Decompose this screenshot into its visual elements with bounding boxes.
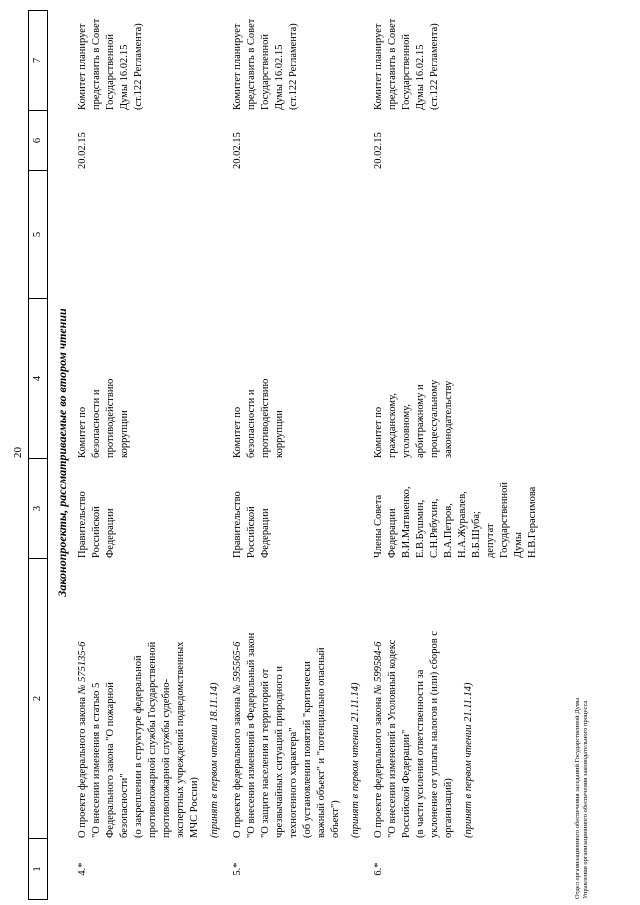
bill-title: "О внесении изменения в статью 5 Федерал… [91, 641, 200, 838]
bill-first-line: О проекте федерального закона № 599584-6 [372, 572, 386, 838]
bill-adopted-note: (принят в первом чтении 21.11.14) [463, 682, 474, 838]
row-number: 5.* [232, 862, 243, 876]
plan-cell: Комитет планирует представить в Совет Го… [77, 18, 144, 110]
bill-cell: О проекте федерального закона № 595565-6… [231, 558, 363, 838]
bill-adopted-note: (принят в первом чтении 18.11.14) [209, 682, 220, 838]
section-title: Законопроекты, рассматриваемые во втором… [55, 308, 69, 597]
row-number: 4.* [77, 862, 88, 876]
page-number: 20 [12, 447, 24, 458]
bill-title: "О внесении изменений в Федеральный зако… [246, 632, 341, 838]
column-header-4: 4 [28, 298, 48, 458]
date-cell: 20.02.15 [77, 132, 88, 169]
plan-cell: Комитет планирует представить в Совет Го… [232, 18, 299, 110]
column-header-5: 5 [28, 170, 48, 298]
committee-cell: Комитет по гражданскому, уголовному, арб… [373, 379, 454, 458]
bill-first-line: О проекте федерального закона № 595565-6 [231, 572, 245, 838]
bill-number: № 595565-6 [232, 641, 243, 695]
date-cell: 20.02.15 [232, 132, 243, 169]
row-number: 6.* [373, 862, 384, 876]
bill-cell: О проекте федерального закона № 575135-6… [76, 558, 222, 838]
committee-cell: Комитет по безопасности и противодействи… [77, 378, 130, 458]
committee-cell: Комитет по безопасности и противодействи… [232, 378, 285, 458]
table-row: 4.* О проекте федерального закона № 5751… [76, 10, 222, 900]
column-header-2: 2 [28, 558, 48, 838]
bill-number: № 599584-6 [373, 641, 384, 695]
initiator-cell: Правительство Российской Федерации [232, 491, 271, 558]
department-footer: Отдел организационного обеспечения засед… [574, 698, 590, 899]
bill-intro: О проекте федерального закона [232, 696, 243, 838]
plan-cell: Комитет планирует представить в Совет Го… [373, 18, 440, 110]
footer-line: Отдел организационного обеспечения засед… [574, 697, 581, 899]
bill-title: "О внесении изменений в Уголовный кодекс… [387, 631, 454, 838]
bill-adopted-note: (принят в первом чтении 21.11.14) [350, 682, 361, 838]
table-header-row: 1 2 3 4 5 6 7 [28, 10, 48, 900]
table-row: 5.* О проекте федерального закона № 5955… [231, 10, 363, 900]
footer-line: Управления организационного обеспечения … [582, 700, 589, 899]
bill-first-line: О проекте федерального закона № 575135-6 [76, 572, 90, 838]
table-row: 6.* О проекте федерального закона № 5995… [372, 10, 540, 900]
initiator-cell: Правительство Российской Федерации [77, 491, 116, 558]
bill-number: № 575135-6 [77, 641, 88, 695]
column-header-3: 3 [28, 458, 48, 558]
column-header-1: 1 [28, 838, 48, 900]
bill-intro: О проекте федерального закона [373, 696, 384, 838]
column-header-6: 6 [28, 110, 48, 170]
initiator-cell: Члены Совета Федерации В.И.Матвиенко, Е.… [373, 482, 538, 558]
bill-intro: О проекте федерального закона [77, 696, 88, 838]
column-header-7: 7 [28, 10, 48, 110]
date-cell: 20.02.15 [373, 132, 384, 169]
bill-cell: О проекте федерального закона № 599584-6… [372, 558, 476, 838]
